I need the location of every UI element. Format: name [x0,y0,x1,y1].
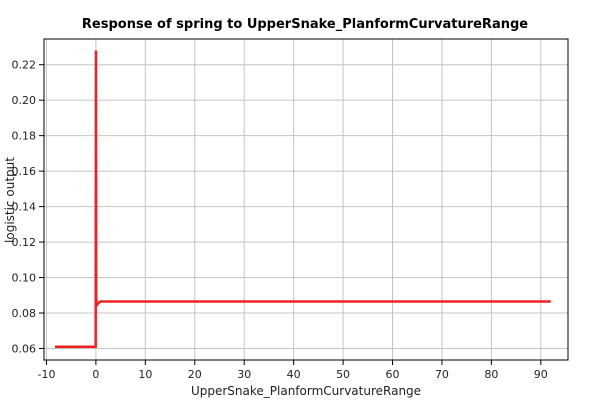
y-tick-label: 0.20 [12,94,37,107]
series-line [54,50,551,348]
x-axis: -10 0 10 20 30 40 50 60 70 80 90 [37,360,548,381]
x-tick-label: 0 [92,368,99,381]
x-tick-label: 80 [484,368,498,381]
y-tick-label: 0.06 [12,342,37,355]
chart-title: Response of spring to UpperSnake_Planfor… [82,17,528,32]
y-axis-title: logistic output [3,157,17,243]
x-axis-title: UpperSnake_PlanformCurvatureRange [191,384,421,398]
x-tick-label: 70 [435,368,449,381]
plot-area [43,38,569,361]
x-tick-label: 90 [534,368,548,381]
x-tick-label: 40 [287,368,301,381]
x-tick-label: 30 [237,368,251,381]
y-tick-label: 0.12 [12,236,37,249]
y-tick-label: 0.22 [12,59,37,72]
x-tick-label: 50 [336,368,350,381]
x-tick-label: 60 [386,368,400,381]
y-tick-label: 0.16 [12,165,37,178]
y-tick-label: 0.08 [12,307,37,320]
y-tick-label: 0.14 [12,201,37,214]
y-axis: 0.06 0.08 0.10 0.12 0.14 0.16 0.18 0.20 0.22 [12,59,44,355]
y-tick-label: 0.18 [12,130,37,143]
x-tick-label: 20 [188,368,202,381]
x-tick-label: 10 [138,368,152,381]
x-tick-label: -10 [37,368,55,381]
y-tick-label: 0.10 [12,272,37,285]
series-layer [54,50,551,348]
grid [44,39,568,360]
